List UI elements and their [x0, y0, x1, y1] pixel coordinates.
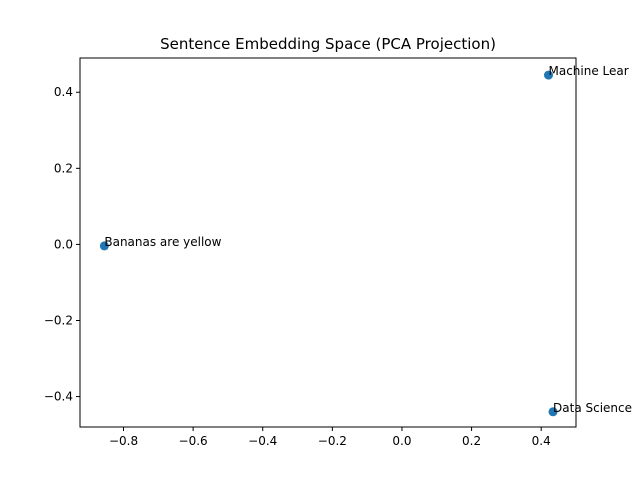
x-tick-label: −0.2 [318, 434, 347, 448]
data-point [548, 407, 558, 417]
y-tick-label: −0.4 [44, 390, 73, 404]
data-point [99, 241, 109, 251]
y-tick-label: −0.2 [44, 313, 73, 327]
x-tick-label: −0.4 [248, 434, 277, 448]
y-tick-label: 0.4 [54, 85, 73, 99]
chart-title: Sentence Embedding Space (PCA Projection… [160, 35, 496, 53]
y-tick-label: 0.0 [54, 237, 73, 251]
axes-frame [79, 57, 577, 428]
x-tick-label: 0.4 [532, 434, 551, 448]
x-tick-label: 0.0 [392, 434, 411, 448]
data-point-label: Machine Lear [549, 64, 629, 78]
x-tick-label: −0.6 [179, 434, 208, 448]
x-tick-label: 0.2 [462, 434, 481, 448]
plot-area: Machine Lear Bananas are yellow Data Scien… [99, 64, 632, 417]
data-point-label: Bananas are yellow [104, 235, 221, 249]
data-point-label: Data Science [553, 401, 632, 415]
y-axis: −0.4 −0.2 0.0 0.2 0.4 [44, 85, 80, 404]
y-tick-label: 0.2 [54, 161, 73, 175]
x-axis: −0.8 −0.6 −0.4 −0.2 0.0 0.2 0.4 [109, 427, 551, 448]
data-point [544, 70, 554, 80]
x-tick-label: −0.8 [109, 434, 138, 448]
